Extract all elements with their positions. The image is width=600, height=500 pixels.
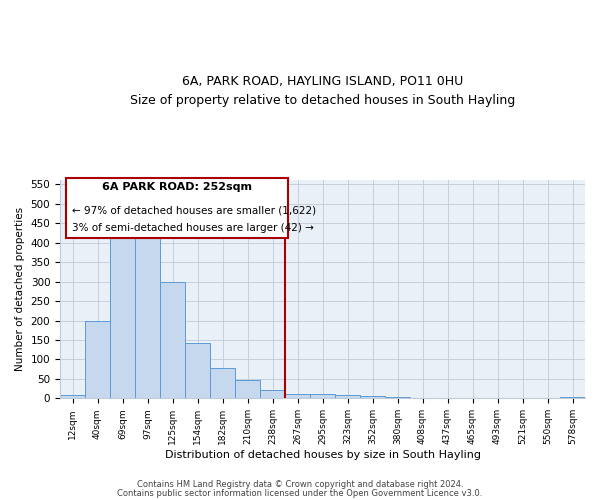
Bar [210, 368, 235, 398]
Bar [260, 390, 285, 398]
Bar [60, 395, 85, 398]
Text: 6A PARK ROAD: 252sqm: 6A PARK ROAD: 252sqm [102, 182, 252, 192]
Bar [335, 395, 360, 398]
Bar [135, 235, 160, 398]
Bar [560, 397, 585, 398]
Bar [385, 397, 410, 398]
Y-axis label: Number of detached properties: Number of detached properties [15, 208, 25, 372]
Bar [110, 235, 135, 398]
Bar [235, 380, 260, 398]
Bar [160, 282, 185, 399]
Text: Contains HM Land Registry data © Crown copyright and database right 2024.: Contains HM Land Registry data © Crown c… [137, 480, 463, 489]
Text: ← 97% of detached houses are smaller (1,622): ← 97% of detached houses are smaller (1,… [72, 206, 316, 216]
Bar [285, 394, 310, 398]
Bar [85, 320, 110, 398]
Bar [185, 342, 210, 398]
Bar [360, 396, 385, 398]
Bar [310, 394, 335, 398]
Text: 3% of semi-detached houses are larger (42) →: 3% of semi-detached houses are larger (4… [72, 223, 314, 233]
Title: 6A, PARK ROAD, HAYLING ISLAND, PO11 0HU
Size of property relative to detached ho: 6A, PARK ROAD, HAYLING ISLAND, PO11 0HU … [130, 75, 515, 107]
Text: Contains public sector information licensed under the Open Government Licence v3: Contains public sector information licen… [118, 489, 482, 498]
X-axis label: Distribution of detached houses by size in South Hayling: Distribution of detached houses by size … [164, 450, 481, 460]
